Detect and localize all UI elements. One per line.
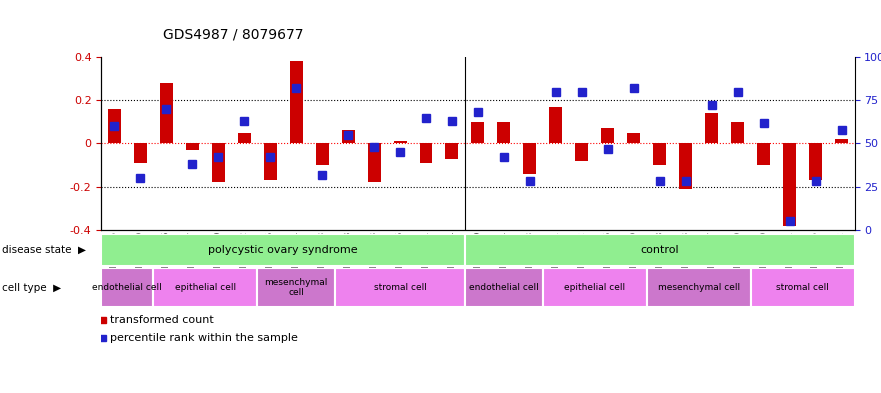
Bar [465,268,543,307]
Bar [101,234,465,266]
Text: disease state  ▶: disease state ▶ [2,245,85,255]
Text: transformed count: transformed count [110,315,214,325]
Bar [679,143,692,189]
Bar [257,268,335,307]
Bar [783,143,796,226]
Bar [290,61,302,143]
Text: stromal cell: stromal cell [374,283,426,292]
Text: endothelial cell: endothelial cell [93,283,162,292]
Bar [367,143,381,182]
Bar [335,268,465,307]
Bar [627,132,640,143]
Bar [153,268,257,307]
Bar [550,107,562,143]
Bar [315,143,329,165]
Bar [101,268,153,307]
Bar [751,268,855,307]
Text: control: control [640,245,679,255]
Text: epithelial cell: epithelial cell [174,283,236,292]
Bar [835,139,848,143]
Bar [654,143,666,165]
Bar [731,122,744,143]
Bar [465,234,855,266]
Text: polycystic ovary syndrome: polycystic ovary syndrome [208,245,358,255]
Bar [419,143,433,163]
Text: cell type  ▶: cell type ▶ [2,283,61,293]
Bar [238,132,251,143]
Bar [446,143,458,158]
Bar [263,143,277,180]
Bar [107,109,121,143]
Bar [211,143,225,182]
Text: epithelial cell: epithelial cell [564,283,626,292]
Text: mesenchymal cell: mesenchymal cell [657,283,740,292]
Bar [159,83,173,143]
Bar [809,143,822,180]
Bar [471,122,485,143]
Text: stromal cell: stromal cell [776,283,829,292]
Bar [602,128,614,143]
Text: percentile rank within the sample: percentile rank within the sample [110,333,299,343]
Bar [757,143,770,165]
Bar [647,268,751,307]
Bar [705,113,718,143]
Text: mesenchymal
cell: mesenchymal cell [264,278,328,298]
Bar [186,143,199,150]
Text: endothelial cell: endothelial cell [469,283,539,292]
Bar [134,143,147,163]
Bar [575,143,589,161]
Bar [543,268,647,307]
Bar [523,143,537,174]
Bar [342,130,354,143]
Bar [498,122,510,143]
Text: GDS4987 / 8079677: GDS4987 / 8079677 [163,27,303,41]
Bar [394,141,406,143]
